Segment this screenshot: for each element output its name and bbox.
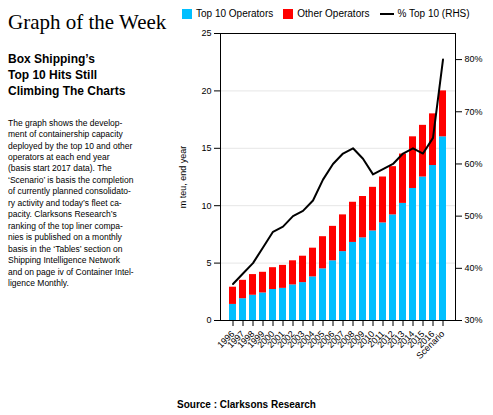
html-text:Box Shipping’s Top 10 Hits Sti: Box Shipping’s Top 10 Hits Still Climbin… bbox=[8, 52, 126, 99]
svg-text:2008: 2008 bbox=[335, 328, 357, 350]
svg-text:2015: 2015 bbox=[405, 328, 427, 350]
html-text:The graph shows the develop- m: The graph shows the develop- ment of con… bbox=[8, 117, 134, 289]
svg-text:2003: 2003 bbox=[285, 328, 307, 350]
svg-text:2014: 2014 bbox=[395, 328, 417, 350]
svg-text:25: 25 bbox=[201, 28, 211, 38]
svg-text:2000: 2000 bbox=[255, 328, 277, 350]
html-text:Source : Clarksons Research: Source : Clarksons Research bbox=[177, 399, 316, 410]
svg-text:15: 15 bbox=[201, 143, 211, 153]
svg-text:2001: 2001 bbox=[265, 328, 287, 350]
svg-text:30%: 30% bbox=[465, 315, 483, 325]
svg-text:m teu, end year: m teu, end year bbox=[178, 146, 188, 209]
svg-text:1997: 1997 bbox=[225, 328, 247, 350]
svg-text:1998: 1998 bbox=[235, 328, 257, 350]
html-text:Top 10 Operators: Top 10 Operators bbox=[196, 8, 274, 19]
html-text:Other Operators: Other Operators bbox=[297, 8, 370, 19]
svg-text:1996: 1996 bbox=[215, 328, 237, 350]
svg-text:60%: 60% bbox=[465, 159, 483, 169]
svg-text:2009: 2009 bbox=[345, 328, 367, 350]
svg-text:10: 10 bbox=[201, 201, 211, 211]
svg-text:2013: 2013 bbox=[385, 328, 407, 350]
svg-text:2010: 2010 bbox=[355, 328, 377, 350]
html-text:Graph of the Week: Graph of the Week bbox=[8, 10, 167, 34]
svg-text:1999: 1999 bbox=[245, 328, 267, 350]
svg-text:2012: 2012 bbox=[375, 328, 397, 350]
svg-text:40%: 40% bbox=[465, 263, 483, 273]
html-text:% Top 10 (RHS): % Top 10 (RHS) bbox=[397, 8, 470, 19]
svg-text:5: 5 bbox=[206, 258, 211, 268]
svg-text:2011: 2011 bbox=[365, 328, 387, 350]
svg-text:2002: 2002 bbox=[275, 328, 297, 350]
svg-text:80%: 80% bbox=[465, 54, 483, 64]
svg-text:2006: 2006 bbox=[315, 328, 337, 350]
svg-text:20: 20 bbox=[201, 86, 211, 96]
svg-text:Scenario: Scenario bbox=[414, 329, 446, 361]
svg-text:0: 0 bbox=[206, 315, 211, 325]
svg-text:50%: 50% bbox=[465, 211, 483, 221]
svg-text:2005: 2005 bbox=[305, 328, 327, 350]
svg-text:2007: 2007 bbox=[325, 328, 347, 350]
svg-text:2004: 2004 bbox=[295, 328, 317, 350]
svg-text:2016: 2016 bbox=[415, 328, 437, 350]
svg-text:70%: 70% bbox=[465, 107, 483, 117]
